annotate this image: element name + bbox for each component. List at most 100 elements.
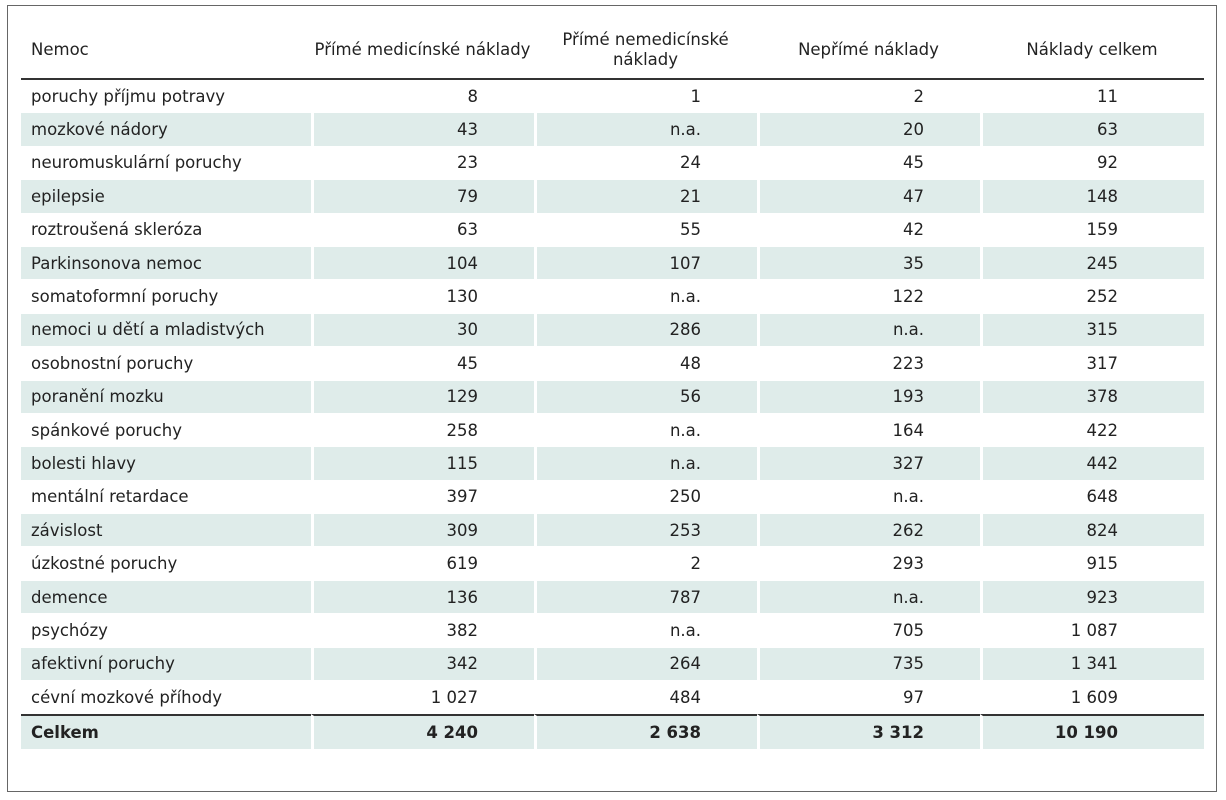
cell-total: 63 xyxy=(980,113,1204,147)
header-indirect: Nepřímé náklady xyxy=(757,22,980,80)
cell-disease: Parkinsonova nemoc xyxy=(21,246,311,281)
cell-direct-nonmedical: 250 xyxy=(534,480,757,515)
cell-indirect: 164 xyxy=(757,413,980,448)
cell-total: 648 xyxy=(980,480,1204,515)
table-row: mentální retardace 397 250 n.a. 648 xyxy=(21,480,1204,515)
cell-indirect-total: 3 312 xyxy=(757,714,980,750)
cell-direct-medical: 309 xyxy=(311,514,534,548)
cell-direct-nonmedical: n.a. xyxy=(534,280,757,314)
cell-total: 824 xyxy=(980,514,1204,548)
cell-total: 378 xyxy=(980,380,1204,414)
cell-direct-medical: 130 xyxy=(311,280,534,314)
cell-direct-medical: 129 xyxy=(311,380,534,414)
cell-direct-nonmedical: n.a. xyxy=(534,614,757,648)
cell-disease: osobnostní poruchy xyxy=(21,347,311,381)
cell-direct-nonmedical: n.a. xyxy=(534,113,757,147)
cell-indirect: n.a. xyxy=(757,480,980,515)
cell-direct-medical: 23 xyxy=(311,146,534,181)
cell-direct-medical: 136 xyxy=(311,580,534,615)
cell-direct-nonmedical: 24 xyxy=(534,146,757,181)
header-direct-nonmedical: Přímé nemedicínské náklady xyxy=(534,22,757,80)
header-disease: Nemoc xyxy=(21,22,311,80)
cell-total: 923 xyxy=(980,580,1204,615)
table-row: mozkové nádory 43 n.a. 20 63 xyxy=(21,113,1204,147)
cell-direct-nonmedical: 21 xyxy=(534,180,757,214)
cell-direct-nonmedical: n.a. xyxy=(534,413,757,448)
cell-disease: neuromuskulární poruchy xyxy=(21,147,311,181)
cell-disease: psychózy xyxy=(21,614,311,648)
cell-indirect: 193 xyxy=(757,380,980,414)
cell-direct-nonmedical: 48 xyxy=(534,347,757,381)
cell-disease: demence xyxy=(21,580,311,615)
table-row: cévní mozkové příhody 1 027 484 97 1 609 xyxy=(21,681,1204,715)
cell-indirect: n.a. xyxy=(757,580,980,615)
cell-total: 245 xyxy=(980,246,1204,281)
table-row: poranění mozku 129 56 193 378 xyxy=(21,380,1204,414)
cell-direct-medical: 619 xyxy=(311,547,534,581)
cell-total: 317 xyxy=(980,347,1204,381)
table-row: úzkostné poruchy 619 2 293 915 xyxy=(21,547,1204,581)
table-row: epilepsie 79 21 47 148 xyxy=(21,180,1204,214)
table-row: afektivní poruchy 342 264 735 1 341 xyxy=(21,647,1204,682)
table-row: osobnostní poruchy 45 48 223 317 xyxy=(21,347,1204,381)
cell-direct-nonmedical: 253 xyxy=(534,514,757,548)
cell-direct-nonmedical: 286 xyxy=(534,313,757,348)
cell-indirect: 47 xyxy=(757,180,980,214)
cell-disease-total: Celkem xyxy=(21,714,311,750)
cell-disease: závislost xyxy=(21,514,311,548)
cell-direct-nonmedical: 264 xyxy=(534,647,757,682)
cell-total: 1 609 xyxy=(980,681,1204,715)
table-body: poruchy příjmu potravy 8 1 2 11 mozkové nádor… xyxy=(21,80,1204,750)
table-row: psychózy 382 n.a. 705 1 087 xyxy=(21,614,1204,648)
cell-indirect: 20 xyxy=(757,113,980,147)
cell-total: 92 xyxy=(980,146,1204,181)
cell-total: 252 xyxy=(980,280,1204,314)
cell-disease: úzkostné poruchy xyxy=(21,547,311,581)
cell-direct-nonmedical: 107 xyxy=(534,246,757,281)
cell-disease: mozkové nádory xyxy=(21,113,311,147)
cell-total: 442 xyxy=(980,447,1204,481)
header-row: Nemoc Přímé medicínské náklady Přímé nem… xyxy=(21,22,1204,80)
total-row: Celkem 4 240 2 638 3 312 10 190 xyxy=(21,714,1204,750)
cell-indirect: 262 xyxy=(757,514,980,548)
cell-direct-medical: 258 xyxy=(311,413,534,448)
cell-disease: poranění mozku xyxy=(21,380,311,414)
cell-total: 11 xyxy=(980,80,1204,114)
cell-total: 315 xyxy=(980,313,1204,348)
table-row: roztroušená skleróza 63 55 42 159 xyxy=(21,213,1204,247)
cell-disease: epilepsie xyxy=(21,180,311,214)
cell-total-total: 10 190 xyxy=(980,714,1204,750)
cell-total: 1 341 xyxy=(980,647,1204,682)
cell-total: 422 xyxy=(980,413,1204,448)
table-row: nemoci u dětí a mladistvých 30 286 n.a. 315 xyxy=(21,313,1204,348)
header-total-costs: Náklady celkem xyxy=(980,22,1204,80)
cell-direct-nonmedical: 56 xyxy=(534,380,757,414)
cell-direct-medical: 43 xyxy=(311,113,534,147)
cell-disease: nemoci u dětí a mladistvých xyxy=(21,313,311,348)
cell-direct-medical: 382 xyxy=(311,614,534,648)
table-row: demence 136 787 n.a. 923 xyxy=(21,580,1204,615)
cell-indirect: 735 xyxy=(757,647,980,682)
cell-direct-medical: 1 027 xyxy=(311,681,534,715)
cell-direct-nonmedical: 2 xyxy=(534,547,757,581)
cell-total: 915 xyxy=(980,547,1204,581)
cell-indirect: 327 xyxy=(757,447,980,481)
cell-disease: poruchy příjmu potravy xyxy=(21,80,311,114)
cell-indirect: 2 xyxy=(757,80,980,114)
cell-direct-medical: 342 xyxy=(311,647,534,682)
cell-direct-medical: 30 xyxy=(311,313,534,348)
header-direct-medical: Přímé medicínské náklady xyxy=(311,22,534,80)
cell-disease: cévní mozkové příhody xyxy=(21,681,311,715)
table-header: Nemoc Přímé medicínské náklady Přímé nem… xyxy=(21,22,1204,80)
cell-indirect: 293 xyxy=(757,547,980,581)
cell-indirect: 122 xyxy=(757,280,980,314)
cost-table: Nemoc Přímé medicínské náklady Přímé nem… xyxy=(21,22,1204,750)
cell-direct-medical: 104 xyxy=(311,246,534,281)
cell-disease: bolesti hlavy xyxy=(21,447,311,481)
cell-indirect: 42 xyxy=(757,213,980,247)
cell-direct-medical: 115 xyxy=(311,447,534,481)
table-row: závislost 309 253 262 824 xyxy=(21,514,1204,548)
cell-disease: spánkové poruchy xyxy=(21,414,311,448)
table-frame: Nemoc Přímé medicínské náklady Přímé nem… xyxy=(7,5,1217,792)
cell-direct-medical: 45 xyxy=(311,347,534,381)
